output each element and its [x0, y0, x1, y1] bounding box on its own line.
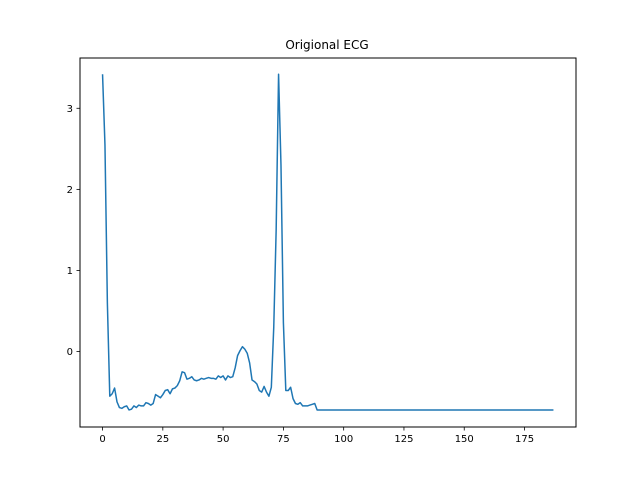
y-tick-label: 3 [67, 104, 73, 115]
chart-title: Origional ECG [285, 38, 368, 52]
y-axis: 0 1 2 3 [67, 104, 80, 358]
y-tick-label: 2 [67, 185, 73, 196]
series-layer [101, 73, 554, 411]
x-tick-label: 25 [156, 434, 169, 445]
x-axis: 0 25 50 75 100 125 150 175 [99, 427, 534, 445]
plot-frame [79, 57, 577, 428]
ecg-series-line [101, 73, 554, 411]
y-tick-label: 0 [67, 347, 73, 358]
x-tick-label: 75 [277, 434, 290, 445]
y-tick-label: 1 [67, 266, 73, 277]
x-tick-label: 125 [394, 434, 413, 445]
x-tick-label: 50 [217, 434, 230, 445]
x-tick-label: 0 [99, 434, 105, 445]
x-tick-label: 175 [515, 434, 534, 445]
x-tick-label: 150 [455, 434, 474, 445]
x-tick-label: 100 [334, 434, 353, 445]
